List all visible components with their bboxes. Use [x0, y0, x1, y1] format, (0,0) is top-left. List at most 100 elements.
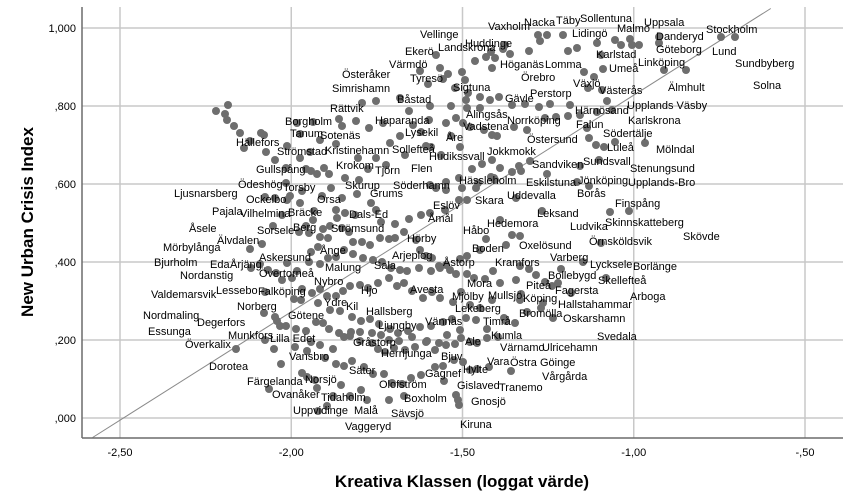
data-point — [323, 402, 331, 410]
data-point — [617, 41, 625, 49]
data-point — [426, 209, 434, 217]
data-point — [431, 346, 439, 354]
point-label: Kiruna — [460, 419, 493, 431]
data-point — [270, 345, 278, 353]
point-label: Mjölby — [452, 291, 484, 303]
data-point — [573, 178, 581, 186]
data-point — [461, 76, 469, 84]
y-axis-title: New Urban Crisis Index — [18, 127, 37, 317]
data-point — [307, 338, 315, 346]
data-point — [451, 340, 459, 348]
point-label: Vännäs — [425, 316, 463, 328]
data-point — [546, 100, 554, 108]
point-label: Askersund — [259, 252, 311, 264]
point-label: Lund — [712, 46, 736, 58]
point-label: Boden — [472, 243, 504, 255]
data-point — [271, 194, 279, 202]
point-label: Köping — [523, 293, 557, 305]
point-label: Varberg — [550, 252, 588, 264]
point-label: Tranemo — [499, 382, 543, 394]
y-tick-label: ,200 — [55, 335, 76, 347]
data-point — [354, 154, 362, 162]
point-label: Växjö — [573, 78, 601, 90]
point-label: Arjeplog — [392, 250, 432, 262]
data-point — [296, 154, 304, 162]
data-point — [338, 122, 346, 130]
point-label: Herrljunga — [381, 348, 433, 360]
data-point — [731, 33, 739, 41]
data-point — [466, 338, 474, 346]
point-label: Ånge — [320, 244, 346, 257]
point-label: Degerfors — [197, 317, 246, 329]
data-point — [372, 97, 380, 105]
data-point — [473, 365, 481, 373]
point-label: Essunga — [148, 326, 192, 338]
data-point — [326, 306, 334, 314]
point-label: Hässleholm — [459, 175, 516, 187]
data-point — [269, 222, 277, 230]
point-label: Rättvik — [330, 103, 364, 115]
data-point — [494, 333, 502, 341]
point-label: Upplands Väsby — [627, 100, 708, 112]
data-point — [439, 75, 447, 83]
data-point — [512, 194, 520, 202]
data-point — [282, 164, 290, 172]
point-label: Sotenäs — [320, 130, 361, 142]
data-point — [455, 174, 463, 182]
data-point — [422, 338, 430, 346]
data-point — [526, 157, 534, 165]
regression-line — [92, 8, 772, 438]
point-label: Gävle — [505, 93, 534, 105]
data-point — [316, 285, 324, 293]
point-label: Hallsberg — [366, 306, 412, 318]
data-point — [462, 314, 470, 322]
data-point — [302, 327, 310, 335]
data-point — [356, 281, 364, 289]
data-point — [261, 288, 269, 296]
data-point — [286, 192, 294, 200]
point-label: Timrå — [483, 316, 512, 328]
data-point — [440, 377, 448, 385]
data-point — [491, 54, 499, 62]
data-point — [356, 328, 364, 336]
data-point — [585, 182, 593, 190]
data-point — [488, 156, 496, 164]
data-point — [584, 84, 592, 92]
data-point — [444, 70, 452, 78]
data-point — [476, 304, 484, 312]
point-label: Eslöv — [433, 200, 460, 212]
data-point — [417, 211, 425, 219]
data-point — [260, 309, 268, 317]
data-point — [349, 238, 357, 246]
point-label: Ulricehamn — [542, 342, 598, 354]
data-point — [452, 270, 460, 278]
point-label: Kristinehamn — [325, 145, 389, 157]
point-label: Sollentuna — [580, 13, 633, 25]
point-label: Mullsjö — [488, 290, 522, 302]
point-label: Österåker — [342, 69, 391, 81]
data-point — [541, 278, 549, 286]
data-point — [463, 104, 471, 112]
data-point — [377, 218, 385, 226]
data-point — [523, 308, 531, 316]
point-label: Skinnskatteberg — [605, 217, 684, 229]
data-point — [396, 94, 404, 102]
data-point — [309, 118, 317, 126]
data-point — [385, 235, 393, 243]
point-label: Östersund — [527, 134, 578, 146]
data-point — [335, 115, 343, 123]
point-label: Övertorneå — [259, 268, 315, 280]
point-label: Ekerö — [405, 46, 434, 58]
data-point — [525, 265, 533, 273]
data-point — [508, 168, 516, 176]
point-label: Göteborg — [656, 44, 702, 56]
data-point — [655, 33, 663, 41]
point-label: Bollebygd — [548, 270, 596, 282]
data-point — [377, 331, 385, 339]
data-point — [442, 341, 450, 349]
point-label: Gullspång — [256, 164, 306, 176]
data-point — [427, 322, 435, 330]
point-label: Vadstena — [463, 121, 510, 133]
data-point — [427, 143, 435, 151]
data-point — [349, 250, 357, 258]
